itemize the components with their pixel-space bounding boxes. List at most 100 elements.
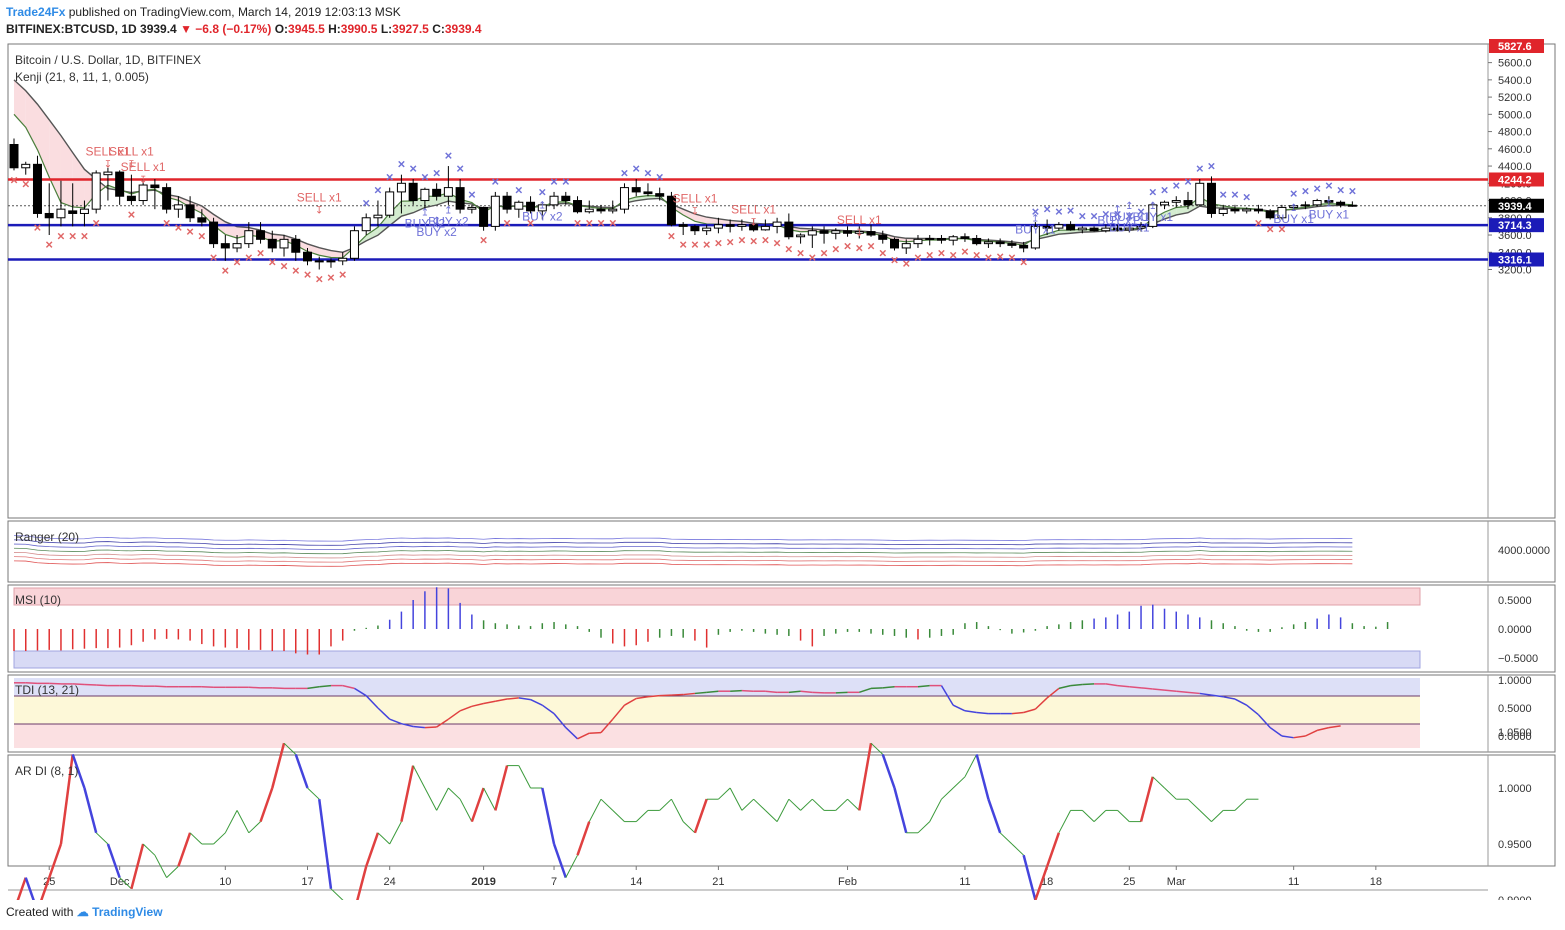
tradingview-logo[interactable]: ☁ TradingView — [77, 905, 163, 919]
signal-arrow: ↥ — [1113, 205, 1121, 216]
ardi-line-segment — [682, 821, 696, 834]
ardi-line-segment — [494, 765, 509, 811]
candle-body — [866, 231, 876, 236]
sell-marker: × — [339, 267, 347, 282]
tdi-line-segment — [800, 690, 813, 694]
tdi-line-segment — [1199, 692, 1212, 696]
candle-body — [1253, 208, 1263, 212]
footer: Created with ☁ TradingView — [6, 905, 163, 919]
candle-body — [854, 231, 864, 234]
candle-body — [760, 225, 770, 231]
candle-body — [1148, 204, 1158, 227]
candle-body — [232, 243, 242, 249]
sell-marker: × — [738, 233, 746, 248]
candle-body — [79, 208, 89, 214]
tdi-line-segment — [424, 726, 437, 729]
candle-body — [843, 230, 853, 234]
y-tick-label: 3600.0 — [1498, 230, 1532, 242]
y-tick-label: 3200.0 — [1498, 264, 1532, 276]
x-tick-label: 7 — [551, 876, 557, 888]
tdi-line-segment — [1070, 683, 1083, 687]
kenji-cloud-segment — [401, 200, 414, 217]
tdi-line-segment — [1269, 726, 1283, 737]
tdi-line-segment — [1117, 684, 1130, 688]
candle-body — [326, 260, 336, 263]
buy-marker: × — [1231, 187, 1239, 202]
publish-info: Trade24Fx published on TradingView.com, … — [6, 5, 401, 19]
y-tick-label: 5200.0 — [1498, 92, 1532, 104]
buy-marker: × — [632, 161, 640, 176]
chart-canvas[interactable]: 25 Dec 10 17 24 2019 7 14 21 Feb 11 18 25 Mar 11 185600… — [0, 0, 1565, 900]
tdi-line-segment — [882, 685, 895, 689]
ardi-line-segment — [1234, 798, 1248, 811]
sell-marker: × — [304, 267, 312, 282]
tdi-line-segment — [413, 725, 425, 729]
ardi-line-segment — [24, 877, 35, 900]
tdi-line-segment — [1257, 714, 1271, 729]
tdi-line-segment — [730, 689, 742, 692]
ardi-line-segment — [612, 810, 625, 822]
tdi-line-segment — [1293, 735, 1306, 739]
candle-body — [361, 217, 371, 232]
ardi-line-segment — [1022, 854, 1037, 900]
candle-body — [349, 230, 359, 259]
ardi-line-segment — [106, 843, 121, 879]
candle-body — [420, 188, 430, 202]
publisher-name[interactable]: Trade24Fx — [6, 5, 66, 19]
candle-body — [91, 172, 101, 210]
ardi-line-segment — [213, 832, 226, 845]
kenji-cloud-segment — [683, 209, 695, 222]
sell-marker: × — [57, 228, 65, 243]
ardi-line-segment — [518, 765, 532, 789]
tdi-line-segment — [49, 682, 61, 685]
sell-marker: × — [703, 237, 711, 252]
kenji-cloud-segment — [366, 227, 378, 241]
ardi-line-segment — [294, 753, 309, 789]
tdi-line-segment — [471, 702, 484, 708]
ardi-line-segment — [999, 832, 1013, 845]
ardi-line-segment — [753, 798, 766, 811]
msi-title: MSI (10) — [15, 593, 61, 607]
sell-marker: × — [949, 247, 957, 262]
tdi-title: TDI (13, 21) — [15, 683, 79, 697]
ardi-line-segment — [95, 832, 109, 845]
ardi-line-segment — [881, 753, 896, 789]
sell-marker: × — [222, 263, 230, 278]
buy-marker: × — [409, 161, 417, 176]
ardi-line-segment — [952, 776, 966, 789]
sell-marker: × — [844, 239, 852, 254]
ardi-line-segment — [1152, 776, 1165, 789]
candle-body — [1077, 227, 1087, 231]
symbol-ohlc-bar: BITFINEX:BTCUSD, 1D 3939.4 ▼ −6.8 (−0.17… — [6, 22, 482, 36]
ardi-line-segment — [330, 888, 344, 900]
ardi-line-segment — [870, 742, 884, 755]
ardi-line-segment — [1011, 843, 1024, 856]
candle-body — [995, 241, 1005, 245]
sell-marker: × — [257, 246, 265, 261]
buy-marker: × — [1090, 208, 1098, 223]
footer-brand: TradingView — [92, 905, 163, 919]
tdi-line-segment — [1152, 688, 1165, 691]
x-tick-label: 2019 — [471, 876, 495, 888]
tdi-line-segment — [25, 682, 38, 685]
signal-arrow: ↥ — [1149, 201, 1157, 212]
tdi-line-segment — [1187, 691, 1200, 695]
tdi-line-segment — [812, 691, 825, 694]
ardi-line-segment — [16, 877, 27, 900]
sell-marker: × — [797, 246, 805, 261]
main-chart-title: Bitcoin / U.S. Dollar, 1D, BITFINEX — [15, 53, 201, 67]
tdi-line-segment — [365, 695, 379, 709]
ardi-line-segment — [40, 877, 51, 900]
candle-body — [655, 193, 665, 197]
tdi-bottom-zone — [14, 724, 1420, 748]
tdi-line-segment — [589, 731, 602, 734]
tdi-line-segment — [319, 684, 332, 688]
ardi-line-segment — [459, 798, 473, 822]
price-level-tag — [1489, 172, 1544, 187]
sell-marker: × — [268, 254, 276, 269]
candle-body — [983, 241, 993, 245]
candle-body — [1195, 182, 1205, 206]
tdi-line-segment — [530, 698, 543, 706]
candle-body — [314, 260, 324, 263]
ardi-line-segment — [693, 798, 708, 834]
